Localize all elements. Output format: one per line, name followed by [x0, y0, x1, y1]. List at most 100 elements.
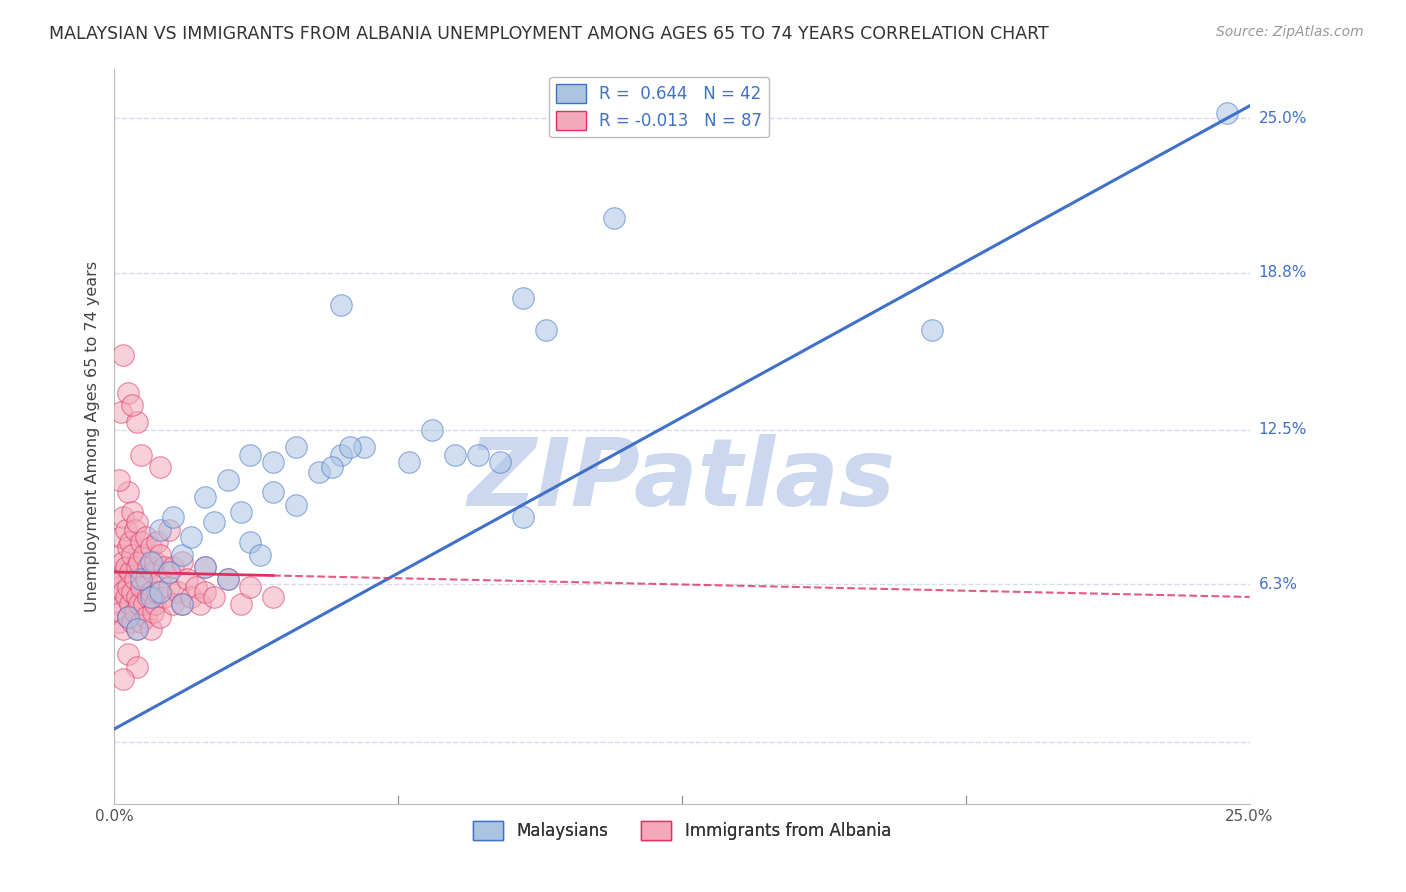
Point: [107, 580, 129, 594]
Point: [194, 560, 217, 574]
Point: [153, 590, 176, 604]
Point: [512, 291, 534, 305]
Point: [136, 560, 159, 574]
Point: [217, 573, 239, 587]
Point: [117, 610, 139, 624]
Text: MALAYSIAN VS IMMIGRANTS FROM ALBANIA UNEMPLOYMENT AMONG AGES 65 TO 74 YEARS CORR: MALAYSIAN VS IMMIGRANTS FROM ALBANIA UNE…: [49, 25, 1049, 43]
Point: [157, 523, 180, 537]
Point: [125, 623, 148, 637]
Point: [120, 535, 142, 549]
Point: [534, 323, 557, 337]
Point: [131, 615, 153, 629]
Point: [249, 548, 271, 562]
Text: ZIPatlas: ZIPatlas: [468, 434, 896, 525]
Y-axis label: Unemployment Among Ages 65 to 74 years: Unemployment Among Ages 65 to 74 years: [86, 260, 100, 612]
Point: [107, 473, 129, 487]
Point: [162, 510, 184, 524]
Point: [149, 585, 172, 599]
Point: [121, 505, 143, 519]
Point: [262, 590, 284, 604]
Point: [114, 590, 136, 604]
Point: [489, 455, 512, 469]
Point: [143, 555, 166, 569]
Point: [125, 659, 148, 673]
Point: [172, 598, 194, 612]
Point: [132, 548, 155, 562]
Point: [284, 498, 307, 512]
Point: [146, 535, 169, 549]
Point: [149, 523, 172, 537]
Point: [202, 515, 225, 529]
Point: [1216, 106, 1239, 120]
Point: [149, 460, 172, 475]
Point: [121, 398, 143, 412]
Point: [131, 573, 153, 587]
Point: [120, 598, 142, 612]
Point: [194, 490, 217, 504]
Point: [135, 610, 157, 624]
Point: [128, 598, 150, 612]
Point: [143, 598, 166, 612]
Point: [121, 548, 143, 562]
Point: [139, 585, 162, 599]
Point: [107, 615, 129, 629]
Point: [117, 540, 139, 554]
Point: [443, 448, 465, 462]
Text: 18.8%: 18.8%: [1258, 266, 1308, 280]
Point: [139, 555, 162, 569]
Point: [125, 416, 148, 430]
Legend: Malaysians, Immigrants from Albania: Malaysians, Immigrants from Albania: [465, 814, 897, 847]
Point: [262, 485, 284, 500]
Point: [231, 505, 253, 519]
Point: [146, 585, 169, 599]
Point: [112, 672, 135, 686]
Point: [120, 565, 142, 579]
Point: [149, 610, 172, 624]
Point: [114, 523, 136, 537]
Point: [180, 590, 202, 604]
Point: [176, 573, 198, 587]
Point: [128, 555, 150, 569]
Point: [121, 585, 143, 599]
Point: [308, 465, 330, 479]
Point: [153, 560, 176, 574]
Point: [139, 623, 162, 637]
Point: [125, 590, 148, 604]
Point: [110, 530, 132, 544]
Point: [131, 535, 153, 549]
Point: [330, 298, 353, 312]
Point: [162, 598, 184, 612]
Point: [136, 590, 159, 604]
Point: [114, 560, 136, 574]
Point: [180, 530, 202, 544]
Point: [110, 573, 132, 587]
Point: [125, 560, 148, 574]
Point: [110, 405, 132, 419]
Point: [194, 560, 217, 574]
Point: [284, 441, 307, 455]
Point: [112, 585, 135, 599]
Point: [202, 590, 225, 604]
Point: [353, 441, 375, 455]
Point: [105, 565, 128, 579]
Point: [149, 573, 172, 587]
Point: [112, 555, 135, 569]
Point: [172, 598, 194, 612]
Text: 0.0%: 0.0%: [94, 809, 134, 824]
Point: [117, 485, 139, 500]
Point: [142, 605, 165, 619]
Point: [162, 560, 184, 574]
Point: [512, 510, 534, 524]
Point: [217, 573, 239, 587]
Point: [125, 623, 148, 637]
Point: [398, 455, 420, 469]
Point: [339, 441, 361, 455]
Point: [157, 565, 180, 579]
Text: 25.0%: 25.0%: [1226, 809, 1274, 824]
Point: [330, 448, 353, 462]
Point: [467, 448, 489, 462]
Point: [157, 580, 180, 594]
Point: [184, 580, 207, 594]
Text: 6.3%: 6.3%: [1258, 577, 1298, 592]
Point: [107, 548, 129, 562]
